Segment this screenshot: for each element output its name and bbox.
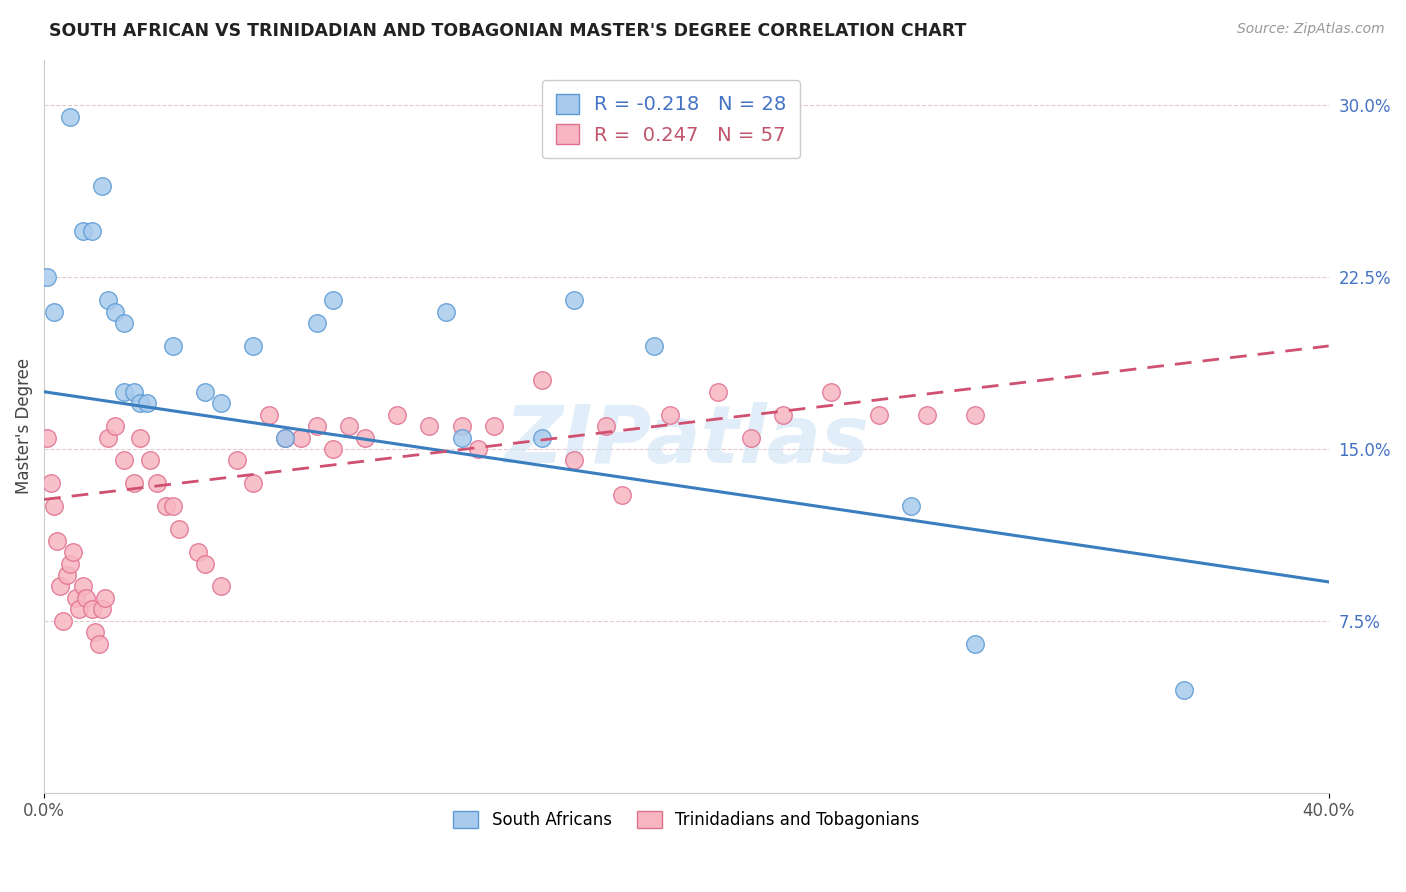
Point [112, 384, 135, 399]
Point [307, 316, 329, 330]
Point [530, 373, 553, 387]
Point [52, 614, 75, 628]
Point [37, 431, 59, 445]
Point [129, 431, 152, 445]
Point [965, 637, 987, 651]
Point [67, 602, 90, 616]
Point [37, 270, 59, 285]
Point [274, 431, 297, 445]
Point [167, 522, 190, 536]
Point [122, 384, 145, 399]
Point [112, 453, 135, 467]
Point [62, 545, 84, 559]
Point [122, 476, 145, 491]
Point [707, 384, 730, 399]
Point [65, 591, 87, 605]
Point [42, 500, 65, 514]
Point [59, 557, 82, 571]
Point [129, 396, 152, 410]
Point [49, 579, 72, 593]
Text: Source: ZipAtlas.com: Source: ZipAtlas.com [1237, 22, 1385, 37]
Point [90, 602, 112, 616]
Point [82, 224, 104, 238]
Point [562, 293, 585, 307]
Y-axis label: Master's Degree: Master's Degree [15, 358, 32, 494]
Point [450, 419, 472, 434]
Point [84, 625, 107, 640]
Point [162, 500, 184, 514]
Point [72, 224, 94, 238]
Point [915, 408, 938, 422]
Point [307, 419, 329, 434]
Point [97, 293, 120, 307]
Point [112, 316, 135, 330]
Point [87, 637, 110, 651]
Point [322, 293, 344, 307]
Point [46, 533, 69, 548]
Point [55, 568, 77, 582]
Point [72, 579, 94, 593]
Point [467, 442, 489, 456]
Point [194, 384, 217, 399]
Point [104, 419, 127, 434]
Point [75, 591, 97, 605]
Point [418, 419, 440, 434]
Point [900, 500, 922, 514]
Point [772, 408, 794, 422]
Point [1173, 682, 1195, 697]
Point [94, 591, 117, 605]
Point [595, 419, 617, 434]
Point [90, 178, 112, 193]
Point [162, 339, 184, 353]
Point [354, 431, 377, 445]
Point [145, 476, 167, 491]
Point [659, 408, 682, 422]
Text: ZIPatlas: ZIPatlas [503, 401, 869, 480]
Point [39, 476, 62, 491]
Point [139, 453, 162, 467]
Point [97, 431, 120, 445]
Point [209, 579, 232, 593]
Point [450, 431, 472, 445]
Point [155, 500, 177, 514]
Point [482, 419, 505, 434]
Point [242, 339, 264, 353]
Point [82, 602, 104, 616]
Point [387, 408, 409, 422]
Point [322, 442, 344, 456]
Point [965, 408, 987, 422]
Point [337, 419, 360, 434]
Point [643, 339, 665, 353]
Point [530, 431, 553, 445]
Point [209, 396, 232, 410]
Point [42, 304, 65, 318]
Point [194, 557, 217, 571]
Point [562, 453, 585, 467]
Point [257, 408, 280, 422]
Point [820, 384, 842, 399]
Point [740, 431, 762, 445]
Point [59, 110, 82, 124]
Legend: South Africans, Trinidadians and Tobagonians: South Africans, Trinidadians and Tobagon… [447, 804, 927, 836]
Text: SOUTH AFRICAN VS TRINIDADIAN AND TOBAGONIAN MASTER'S DEGREE CORRELATION CHART: SOUTH AFRICAN VS TRINIDADIAN AND TOBAGON… [49, 22, 966, 40]
Point [610, 488, 633, 502]
Point [225, 453, 247, 467]
Point [104, 304, 127, 318]
Point [274, 431, 297, 445]
Point [187, 545, 209, 559]
Point [242, 476, 264, 491]
Point [290, 431, 312, 445]
Point [434, 304, 457, 318]
Point [868, 408, 890, 422]
Point [135, 396, 157, 410]
